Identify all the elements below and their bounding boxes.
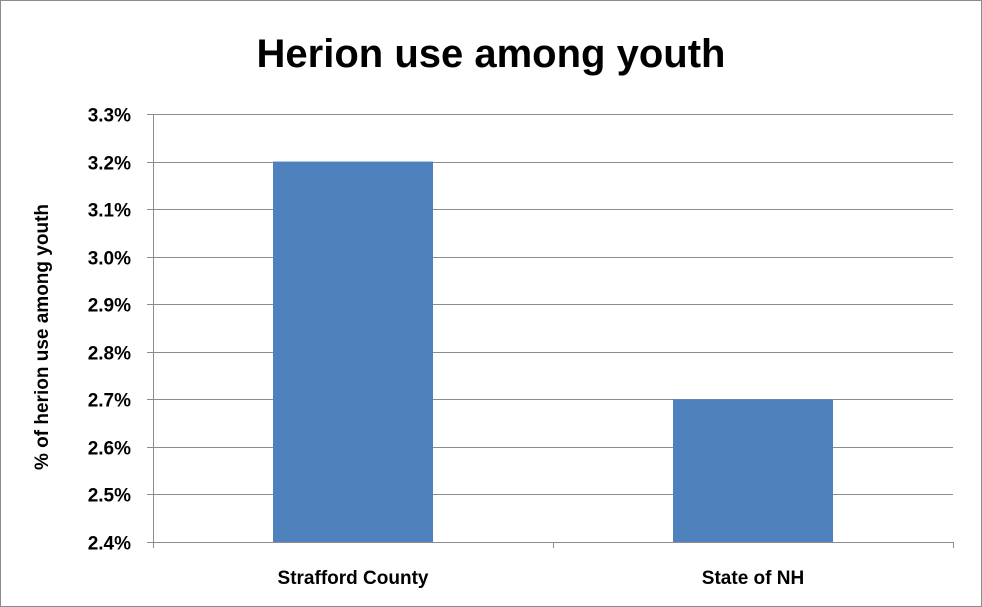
axes (147, 114, 954, 548)
y-tick-label: 2.4% (88, 534, 131, 555)
bar (673, 399, 833, 542)
y-tick-label: 2.5% (88, 486, 131, 507)
bar (273, 161, 433, 543)
y-tick-label: 3.1% (88, 201, 131, 222)
y-axis-label: % of herion use among youth (32, 204, 53, 470)
y-axis-ticks: 2.4% 2.5% 2.6% 2.7% 2.8% 2.9% 3.0% 3.1% 3.2% 3.3% (88, 106, 131, 555)
y-tick-label: 3.0% (88, 249, 131, 270)
chart-title: Herion use among youth (257, 32, 726, 76)
y-tick-label: 3.2% (88, 154, 131, 175)
x-axis-ticks: Strafford County State of NH (278, 568, 805, 589)
y-tick-label: 2.8% (88, 344, 131, 365)
bars (273, 161, 833, 543)
y-tick-label: 2.6% (88, 439, 131, 460)
x-tick-label: State of NH (702, 568, 804, 589)
y-tick-label: 2.7% (88, 391, 131, 412)
x-tick-label: Strafford County (278, 568, 429, 589)
y-tick-label: 3.3% (88, 106, 131, 127)
y-tick-label: 2.9% (88, 296, 131, 317)
